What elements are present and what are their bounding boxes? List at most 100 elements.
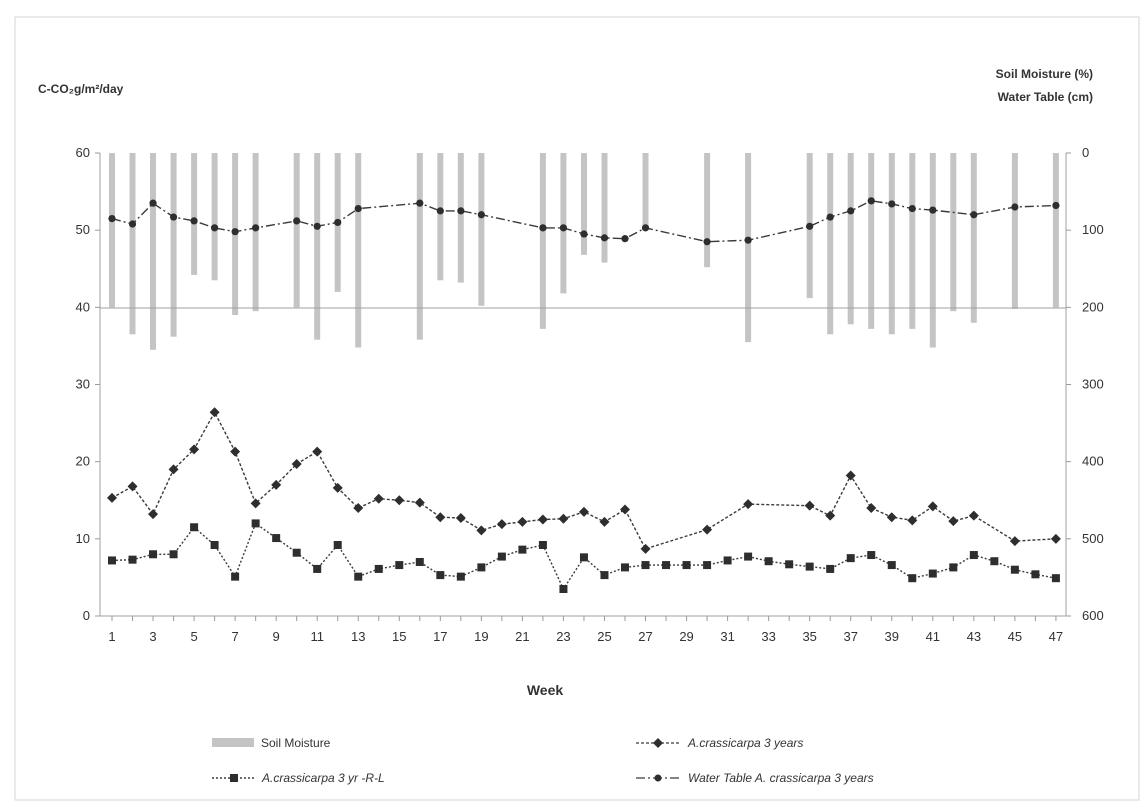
square-point [1031,570,1040,579]
diamond-point [578,506,589,517]
legend-water-marker [654,774,662,782]
soil-moisture-bar [929,153,936,348]
water-table-point [703,238,711,246]
soil-moisture-bar [478,153,485,306]
diamond-point [537,514,548,525]
diamond-point [455,512,466,523]
x-tick-label: 35 [802,629,816,644]
water-table-point [477,211,485,219]
soil-moisture-bar [847,153,854,325]
square-point [169,550,178,559]
soil-moisture-bar [581,153,587,255]
square-point [313,564,322,573]
legend-diamond-marker [653,738,663,748]
diamond-point [230,446,241,457]
square-point [600,571,609,580]
water-table-point [867,197,875,205]
left-axis-title: C-CO₂g/m²/day [38,82,124,96]
diamond-point [804,500,815,511]
water-table-point [641,224,650,232]
soil-moisture-bar [601,153,608,263]
soil-moisture-bar [416,153,423,340]
square-point [805,562,814,571]
diamond-point [620,504,630,515]
soil-moisture-bar [560,153,567,294]
x-tick-label: 25 [597,629,611,644]
water-table-point [436,207,444,215]
x-tick-label: 15 [392,629,406,644]
diamond-point [127,481,138,492]
right-tick-label: 0 [1082,145,1089,160]
soil-moisture-bar [827,153,834,335]
square-point [846,554,855,563]
soil-moisture-bar [191,153,198,275]
square-point [744,552,753,561]
x-tick-label: 17 [433,629,447,644]
x-axis-title: Week [527,682,564,698]
diamond-point [496,519,507,530]
x-axis-ticks: 1 3 5 7 9 11 13 15 17 19 21 23 25 27 29 31 33 35 37 39 41 43 4… [108,616,1063,644]
chart-border [14,16,1140,801]
square-point [415,557,424,566]
soil-moisture-bar [745,153,752,343]
soil-moisture-bar [437,153,444,281]
diamond-point [640,543,651,554]
diamond-point [291,458,302,469]
square-point [497,552,506,561]
x-tick-label: 1 [108,629,115,644]
x-tick-label: 47 [1049,629,1063,644]
water-table-point [1011,203,1019,211]
series-lines [107,197,1061,593]
square-point [333,541,342,550]
square-point [518,545,527,554]
soil-moisture-bar [888,153,895,335]
water-table-point [354,204,362,213]
square-point [149,550,158,559]
water-table-point [149,199,157,207]
right-axis-title-water-table: Water Table (cm) [998,90,1093,104]
x-tick-label: 13 [351,629,365,644]
square-point [374,564,383,573]
soil-moisture-bar [704,153,711,268]
legend-soil-moisture-label: Soil Moisture [261,736,331,750]
diamond-point [825,510,836,521]
square-point [354,572,363,581]
soil-moisture-bar [909,153,916,329]
left-tick-label: 30 [76,377,90,392]
diamond-point [599,516,610,527]
square-point [272,534,281,543]
diamond-point [517,516,528,527]
square-point [703,561,712,570]
x-tick-label: 37 [843,629,857,644]
x-tick-label: 11 [310,629,324,644]
square-point [723,556,732,565]
square-point [682,561,691,570]
soil-moisture-bar [211,153,218,281]
soil-moisture-bar [355,153,362,348]
x-tick-label: 23 [556,629,570,644]
diamond-point [312,446,323,457]
right-tick-label: 500 [1082,531,1104,546]
legend-square-marker [230,774,238,782]
soil-moisture-bar [129,153,136,335]
left-tick-label: 60 [76,145,90,160]
water-table-point [1052,201,1060,210]
x-tick-label: 31 [720,629,734,644]
x-tick-label: 41 [926,629,940,644]
water-table-point [334,218,342,227]
square-point [559,584,568,593]
diamond-point [271,479,282,490]
water-table-point [252,224,260,232]
diamond-point [702,524,713,535]
water-table-point [908,204,916,213]
water-table-point [600,234,609,242]
square-point [990,557,999,566]
diamond-point [250,498,261,509]
left-tick-label: 0 [83,608,90,623]
water-table-point [539,224,547,232]
soil-moisture-bar [314,153,321,340]
square-point [1051,574,1060,583]
left-axis-ticks: 60 50 40 30 20 10 0 [76,145,100,623]
diamond-series-line [111,410,1056,550]
